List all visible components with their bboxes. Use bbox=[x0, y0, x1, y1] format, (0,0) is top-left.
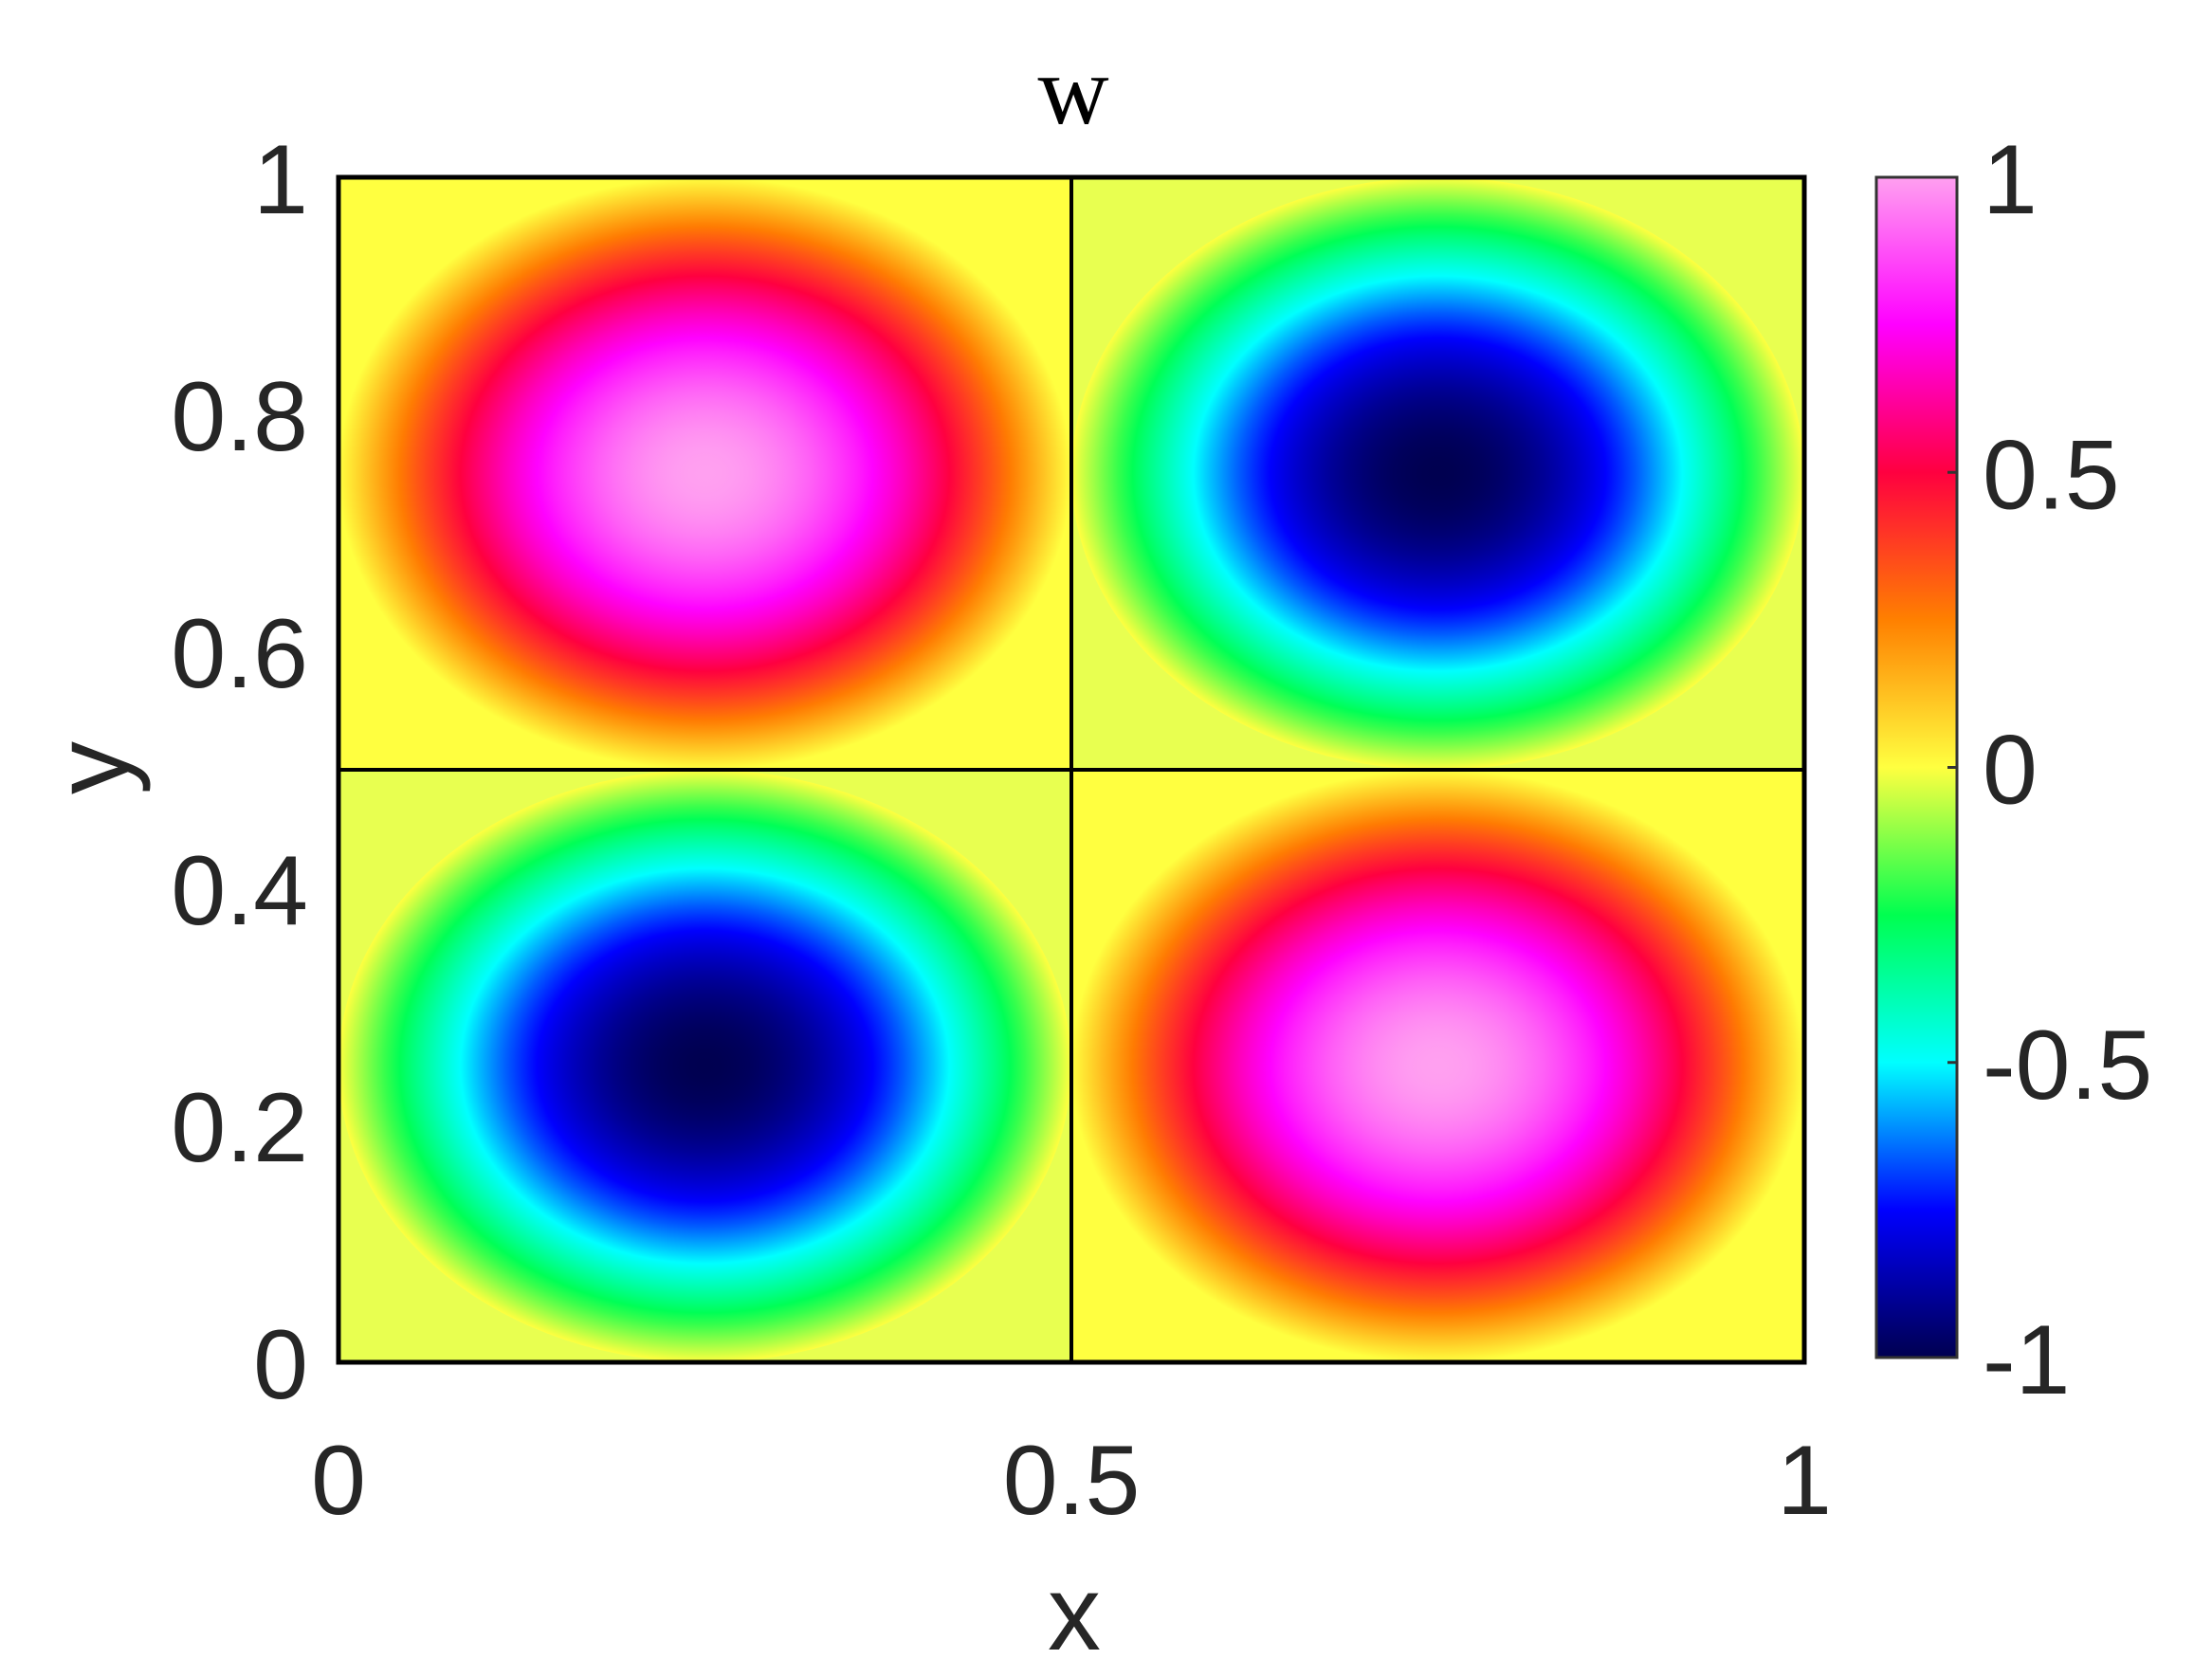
x-tick-label: 0.5 bbox=[1003, 1426, 1141, 1536]
colorbar: -1 -0.5 0 0.5 1 bbox=[1874, 125, 2152, 1415]
heatmap-cells bbox=[338, 177, 1804, 1362]
y-tick-label: 0.6 bbox=[171, 599, 308, 709]
colorbar-tick-label: -0.5 bbox=[1983, 1011, 2152, 1121]
y-tick-label: 0.4 bbox=[171, 836, 308, 946]
x-tick-label: 1 bbox=[1777, 1426, 1832, 1536]
y-tick-label: 0.2 bbox=[171, 1073, 308, 1183]
cell-field-1 bbox=[1071, 177, 1804, 770]
colorbar-tick-label: 1 bbox=[1983, 125, 2038, 235]
chart-title: w bbox=[1037, 36, 1108, 145]
y-axis-ticks: 0 0.2 0.4 0.6 0.8 1 bbox=[171, 125, 308, 1420]
cell-field-0 bbox=[338, 177, 1071, 770]
y-tick-label: 1 bbox=[253, 125, 308, 235]
x-axis-ticks: 0 0.5 1 bbox=[311, 1426, 1832, 1536]
y-tick-label: 0.8 bbox=[171, 362, 308, 472]
colorbar-tick-label: 0 bbox=[1983, 716, 2038, 826]
colorbar-tick-label: -1 bbox=[1983, 1305, 2070, 1415]
cell-field-3 bbox=[1071, 770, 1804, 1362]
y-tick-label: 0 bbox=[253, 1310, 308, 1420]
colorbar-tick-label: 0.5 bbox=[1983, 420, 2120, 530]
y-axis-label: y bbox=[32, 741, 151, 794]
cell-field-2 bbox=[338, 770, 1071, 1362]
x-tick-label: 0 bbox=[311, 1426, 366, 1536]
colorbar-gradient bbox=[1874, 175, 1959, 1359]
x-axis-label: x bbox=[1048, 1554, 1101, 1659]
plot-frame bbox=[336, 174, 1807, 1365]
